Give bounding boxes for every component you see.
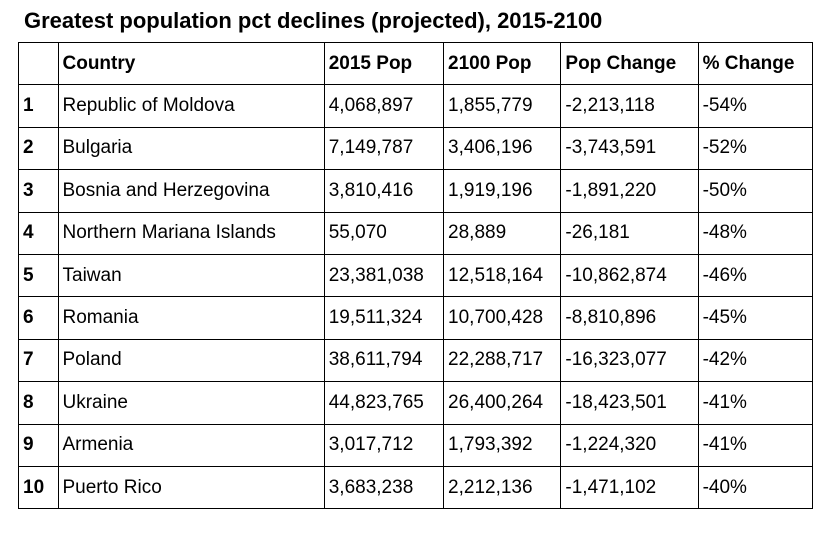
rank-cell: 1 <box>18 84 59 128</box>
pop-change-cell: -18,423,501 <box>560 381 699 425</box>
pop-2100-cell: 1,793,392 <box>443 423 562 467</box>
rank-cell: 2 <box>18 126 59 171</box>
country-cell: Ukraine <box>57 381 325 425</box>
pop-2015-cell: 7,149,787 <box>323 126 445 171</box>
pct-change-cell: -41% <box>697 423 813 467</box>
pop-2015-cell: 3,810,416 <box>323 169 445 213</box>
population-table: Country 2015 Pop 2100 Pop Pop Change % C… <box>18 41 813 510</box>
pop-2100-cell: 22,288,717 <box>443 338 562 383</box>
pop-2015-cell: 3,683,238 <box>323 465 445 510</box>
pop-2100-cell: 28,889 <box>443 211 562 255</box>
pop-2100-cell: 26,400,264 <box>443 381 562 425</box>
pop-2015-cell: 3,017,712 <box>323 423 445 467</box>
pop-2100-cell: 3,406,196 <box>443 126 562 171</box>
pct-change-cell: -45% <box>697 296 813 340</box>
pop-change-cell: -16,323,077 <box>560 338 699 383</box>
header-2015-pop: 2015 Pop <box>323 41 445 86</box>
rank-cell: 7 <box>18 338 59 383</box>
header-row: Country 2015 Pop 2100 Pop Pop Change % C… <box>18 41 813 86</box>
pop-2015-cell: 23,381,038 <box>323 253 445 298</box>
table-body: 1 Republic of Moldova 4,068,897 1,855,779 -2… <box>18 84 813 510</box>
rank-cell: 4 <box>18 211 59 255</box>
country-cell: Puerto Rico <box>57 465 325 510</box>
rank-cell: 6 <box>18 296 59 340</box>
pop-2015-cell: 44,823,765 <box>323 381 445 425</box>
rank-cell: 5 <box>18 253 59 298</box>
pct-change-cell: -46% <box>697 253 813 298</box>
pop-2100-cell: 10,700,428 <box>443 296 562 340</box>
pct-change-cell: -52% <box>697 126 813 171</box>
table-row: 8 Ukraine 44,823,765 26,400,264 -18,423,501-… <box>18 381 813 425</box>
pct-change-cell: -41% <box>697 381 813 425</box>
country-cell: Republic of Moldova <box>57 84 325 128</box>
pop-change-cell: -8,810,896 <box>560 296 699 340</box>
pct-change-cell: -40% <box>697 465 813 510</box>
table-row: 10 Puerto Rico 3,683,238 2,212,136 -1,471,10… <box>18 465 813 510</box>
rank-cell: 3 <box>18 169 59 213</box>
table-row: 2 Bulgaria 7,149,787 3,406,196 -3,743,591 -52… <box>18 126 813 171</box>
pop-change-cell: -3,743,591 <box>560 126 699 171</box>
pop-2100-cell: 1,855,779 <box>443 84 562 128</box>
pct-change-cell: -42% <box>697 338 813 383</box>
pop-2100-cell: 1,919,196 <box>443 169 562 213</box>
table-row: 3 Bosnia and Herzegovina 3,810,416 1,919,19… <box>18 169 813 213</box>
pop-2015-cell: 38,611,794 <box>323 338 445 383</box>
pop-2015-cell: 4,068,897 <box>323 84 445 128</box>
country-cell: Northern Mariana Islands <box>57 211 325 255</box>
header-pop-change: Pop Change <box>560 41 699 86</box>
header-2100-pop: 2100 Pop <box>443 41 562 86</box>
pop-change-cell: -10,862,874 <box>560 253 699 298</box>
country-cell: Romania <box>57 296 325 340</box>
pct-change-cell: -50% <box>697 169 813 213</box>
table-row: 9 Armenia 3,017,712 1,793,392 -1,224,320 -41% <box>18 423 813 467</box>
table-row: 6 Romania 19,511,324 10,700,428 -8,810,896 -4… <box>18 296 813 340</box>
pop-2015-cell: 19,511,324 <box>323 296 445 340</box>
header-rank <box>18 41 59 86</box>
country-cell: Bosnia and Herzegovina <box>57 169 325 213</box>
header-pct-change: % Change <box>697 41 813 86</box>
table-row: 7 Poland 38,611,794 22,288,717 -16,323,077 -4… <box>18 338 813 383</box>
pop-2015-cell: 55,070 <box>323 211 445 255</box>
table-row: 5 Taiwan 23,381,038 12,518,164 -10,862,874 -4… <box>18 253 813 298</box>
pop-change-cell: -1,891,220 <box>560 169 699 213</box>
pop-change-cell: -1,471,102 <box>560 465 699 510</box>
table-row: 1 Republic of Moldova 4,068,897 1,855,779 -2… <box>18 84 813 128</box>
country-cell: Taiwan <box>57 253 325 298</box>
pop-change-cell: -2,213,118 <box>560 84 699 128</box>
pct-change-cell: -48% <box>697 211 813 255</box>
rank-cell: 8 <box>18 381 59 425</box>
country-cell: Bulgaria <box>57 126 325 171</box>
pct-change-cell: -54% <box>697 84 813 128</box>
header-country: Country <box>57 41 325 86</box>
pop-2100-cell: 2,212,136 <box>443 465 562 510</box>
table-row: 4 Northern Mariana Islands 55,070 28,889 -26… <box>18 211 813 255</box>
pop-2100-cell: 12,518,164 <box>443 253 562 298</box>
table-title: Greatest population pct declines (projec… <box>24 8 603 33</box>
country-cell: Armenia <box>57 423 325 467</box>
country-cell: Poland <box>57 338 325 383</box>
pop-change-cell: -1,224,320 <box>560 423 699 467</box>
rank-cell: 9 <box>18 423 59 467</box>
pop-change-cell: -26,181 <box>560 211 699 255</box>
rank-cell: 10 <box>18 465 59 510</box>
